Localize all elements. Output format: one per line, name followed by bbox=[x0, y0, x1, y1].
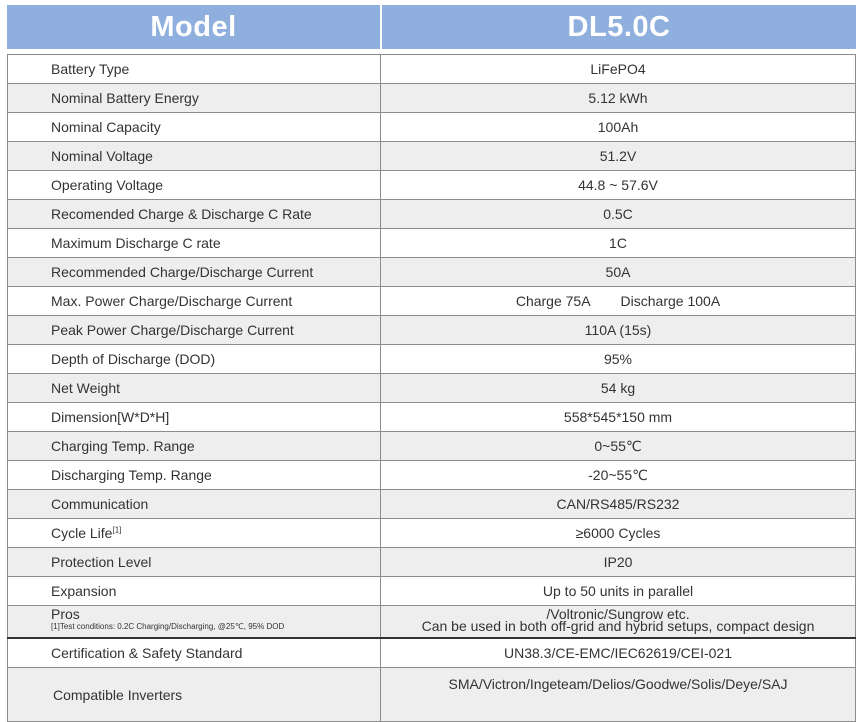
table-row: Cycle Life[1] ≥6000 Cycles bbox=[7, 518, 856, 548]
table-row: Net Weight 54 kg bbox=[7, 373, 856, 403]
row-value: 95% bbox=[380, 344, 856, 374]
row-label: Nominal Voltage bbox=[7, 141, 381, 171]
table-row: Peak Power Charge/Discharge Current 110A… bbox=[7, 315, 856, 345]
table-row: Depth of Discharge (DOD) 95% bbox=[7, 344, 856, 374]
row-label: Net Weight bbox=[7, 373, 381, 403]
pros-line-1: /Voltronic/Sungrow etc. bbox=[546, 606, 690, 622]
table-row: Protection Level IP20 bbox=[7, 547, 856, 577]
row-value: -20~55℃ bbox=[380, 460, 856, 490]
row-label: Pros [1]Test conditions: 0.2C Charging/D… bbox=[7, 605, 381, 639]
row-value: 558*545*150 mm bbox=[380, 402, 856, 432]
table-row: Compatible Inverters SMA/Victron/Ingetea… bbox=[7, 667, 856, 722]
row-label: Charging Temp. Range bbox=[7, 431, 381, 461]
row-label: Protection Level bbox=[7, 547, 381, 577]
row-label: Max. Power Charge/Discharge Current bbox=[7, 286, 381, 316]
row-label: Communication bbox=[7, 489, 381, 519]
table-row: Battery Type LiFePO4 bbox=[7, 54, 856, 84]
row-value: Up to 50 units in parallel bbox=[380, 576, 856, 606]
row-value: 110A (15s) bbox=[380, 315, 856, 345]
table-row: Certification & Safety Standard UN38.3/C… bbox=[7, 637, 856, 668]
row-value: 0~55℃ bbox=[380, 431, 856, 461]
row-label: Certification & Safety Standard bbox=[7, 637, 381, 668]
row-value: UN38.3/CE-EMC/IEC62619/CEI-021 bbox=[380, 637, 856, 668]
row-value: /Voltronic/Sungrow etc. Can be used in b… bbox=[380, 605, 856, 639]
row-label: Expansion bbox=[7, 576, 381, 606]
row-label: Operating Voltage bbox=[7, 170, 381, 200]
pros-label: Pros bbox=[51, 606, 80, 622]
table-row: Nominal Capacity 100Ah bbox=[7, 112, 856, 142]
row-value: SMA/Victron/Ingeteam/Delios/Goodwe/Solis… bbox=[380, 667, 856, 722]
row-label: Discharging Temp. Range bbox=[7, 460, 381, 490]
row-value: 54 kg bbox=[380, 373, 856, 403]
spec-table: Battery Type LiFePO4 Nominal Battery Ene… bbox=[7, 54, 856, 722]
table-row: Charging Temp. Range 0~55℃ bbox=[7, 431, 856, 461]
table-row: Recomended Charge & Discharge C Rate 0.5… bbox=[7, 199, 856, 229]
row-value: 50A bbox=[380, 257, 856, 287]
table-row: Expansion Up to 50 units in parallel bbox=[7, 576, 856, 606]
pros-line-2: Can be used in both off-grid and hybrid … bbox=[421, 618, 815, 634]
row-label: Recommended Charge/Discharge Current bbox=[7, 257, 381, 287]
row-label: Recomended Charge & Discharge C Rate bbox=[7, 199, 381, 229]
table-row: Pros [1]Test conditions: 0.2C Charging/D… bbox=[7, 605, 856, 639]
row-label: Battery Type bbox=[7, 54, 381, 84]
row-label: Cycle Life[1] bbox=[7, 518, 381, 548]
table-row: Nominal Battery Energy 5.12 kWh bbox=[7, 83, 856, 113]
row-value: 44.8 ~ 57.6V bbox=[380, 170, 856, 200]
row-value: 0.5C bbox=[380, 199, 856, 229]
table-row: Discharging Temp. Range -20~55℃ bbox=[7, 460, 856, 490]
row-value: 1C bbox=[380, 228, 856, 258]
row-label: Compatible Inverters bbox=[7, 667, 381, 722]
row-label: Maximum Discharge C rate bbox=[7, 228, 381, 258]
row-value: ≥6000 Cycles bbox=[380, 518, 856, 548]
table-row: Maximum Discharge C rate 1C bbox=[7, 228, 856, 258]
row-value: LiFePO4 bbox=[380, 54, 856, 84]
row-value: 51.2V bbox=[380, 141, 856, 171]
header-model: Model bbox=[7, 5, 382, 49]
row-label: Peak Power Charge/Discharge Current bbox=[7, 315, 381, 345]
test-conditions-note: [1]Test conditions: 0.2C Charging/Discha… bbox=[51, 622, 285, 631]
footnote-marker: [1] bbox=[112, 525, 122, 535]
table-row: Recommended Charge/Discharge Current 50A bbox=[7, 257, 856, 287]
row-value: Charge 75A Discharge 100A bbox=[380, 286, 856, 316]
table-row: Operating Voltage 44.8 ~ 57.6V bbox=[7, 170, 856, 200]
discharge-current-value: Discharge 100A bbox=[620, 293, 721, 309]
row-value: 100Ah bbox=[380, 112, 856, 142]
table-row: Nominal Voltage 51.2V bbox=[7, 141, 856, 171]
spec-sheet: Model DL5.0C Battery Type LiFePO4 Nomina… bbox=[7, 5, 856, 722]
header-model-name: DL5.0C bbox=[567, 10, 671, 43]
row-label: Nominal Capacity bbox=[7, 112, 381, 142]
table-row: Dimension[W*D*H] 558*545*150 mm bbox=[7, 402, 856, 432]
table-row: Communication CAN/RS485/RS232 bbox=[7, 489, 856, 519]
row-label: Nominal Battery Energy bbox=[7, 83, 381, 113]
row-label: Depth of Discharge (DOD) bbox=[7, 344, 381, 374]
table-row: Max. Power Charge/Discharge Current Char… bbox=[7, 286, 856, 316]
row-value: IP20 bbox=[380, 547, 856, 577]
row-value: CAN/RS485/RS232 bbox=[380, 489, 856, 519]
charge-current-value: Charge 75A bbox=[515, 293, 591, 309]
row-label: Dimension[W*D*H] bbox=[7, 402, 381, 432]
cycle-life-label: Cycle Life bbox=[51, 525, 113, 541]
table-header: Model DL5.0C bbox=[7, 5, 856, 54]
row-value: 5.12 kWh bbox=[380, 83, 856, 113]
